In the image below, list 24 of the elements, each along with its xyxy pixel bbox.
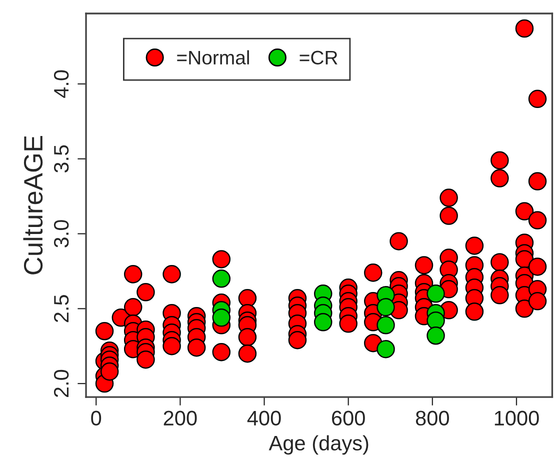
y-tick-label: 3.5 xyxy=(54,145,69,173)
point xyxy=(376,298,395,316)
y-tick-label: 3.0 xyxy=(54,220,69,248)
point xyxy=(376,316,395,334)
x-tick-label: 400 xyxy=(247,410,281,426)
x-tick-label: 1000 xyxy=(494,410,539,426)
x-tick-label: 600 xyxy=(332,410,365,426)
point xyxy=(314,312,332,332)
x-tick-label: 200 xyxy=(164,410,197,426)
point xyxy=(212,308,231,327)
legend-label: =CR xyxy=(300,50,338,65)
legend-label: =Normal xyxy=(177,50,249,65)
point xyxy=(426,284,445,303)
point xyxy=(376,340,395,358)
x-tick-label: 800 xyxy=(416,410,449,426)
x-tick-label: 0 xyxy=(91,410,102,426)
y-tick-label: 2.0 xyxy=(54,370,69,397)
y-axis-title: CultureAGE xyxy=(23,136,43,274)
point xyxy=(426,312,445,330)
point xyxy=(426,326,445,345)
point xyxy=(212,270,231,288)
y-tick-label: 2.5 xyxy=(54,295,69,322)
x-axis-title: Age (days) xyxy=(268,435,368,455)
y-tick-label: 4.0 xyxy=(54,70,69,98)
